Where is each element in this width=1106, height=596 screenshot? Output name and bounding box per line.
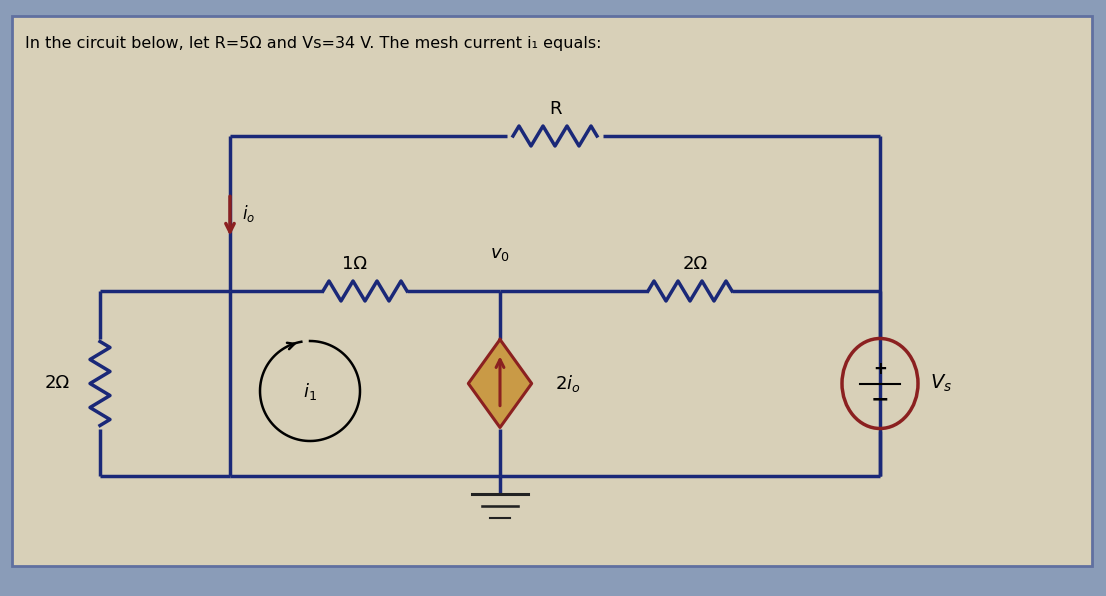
Text: −: − bbox=[870, 390, 889, 409]
Text: 2Ω: 2Ω bbox=[682, 255, 708, 273]
Text: R: R bbox=[549, 100, 561, 118]
Text: 2Ω: 2Ω bbox=[45, 374, 70, 393]
Text: $V_s$: $V_s$ bbox=[930, 373, 952, 394]
Text: +: + bbox=[873, 361, 887, 378]
Polygon shape bbox=[468, 340, 532, 427]
Text: $v_0$: $v_0$ bbox=[490, 245, 510, 263]
Text: $i_o$: $i_o$ bbox=[242, 203, 255, 224]
Text: 1Ω: 1Ω bbox=[343, 255, 367, 273]
Text: $2i_o$: $2i_o$ bbox=[555, 373, 581, 394]
Text: $i_1$: $i_1$ bbox=[303, 380, 317, 402]
Text: In the circuit below, let R=5Ω and Vs=34 V. The mesh current i₁ equals:: In the circuit below, let R=5Ω and Vs=34… bbox=[25, 36, 602, 51]
